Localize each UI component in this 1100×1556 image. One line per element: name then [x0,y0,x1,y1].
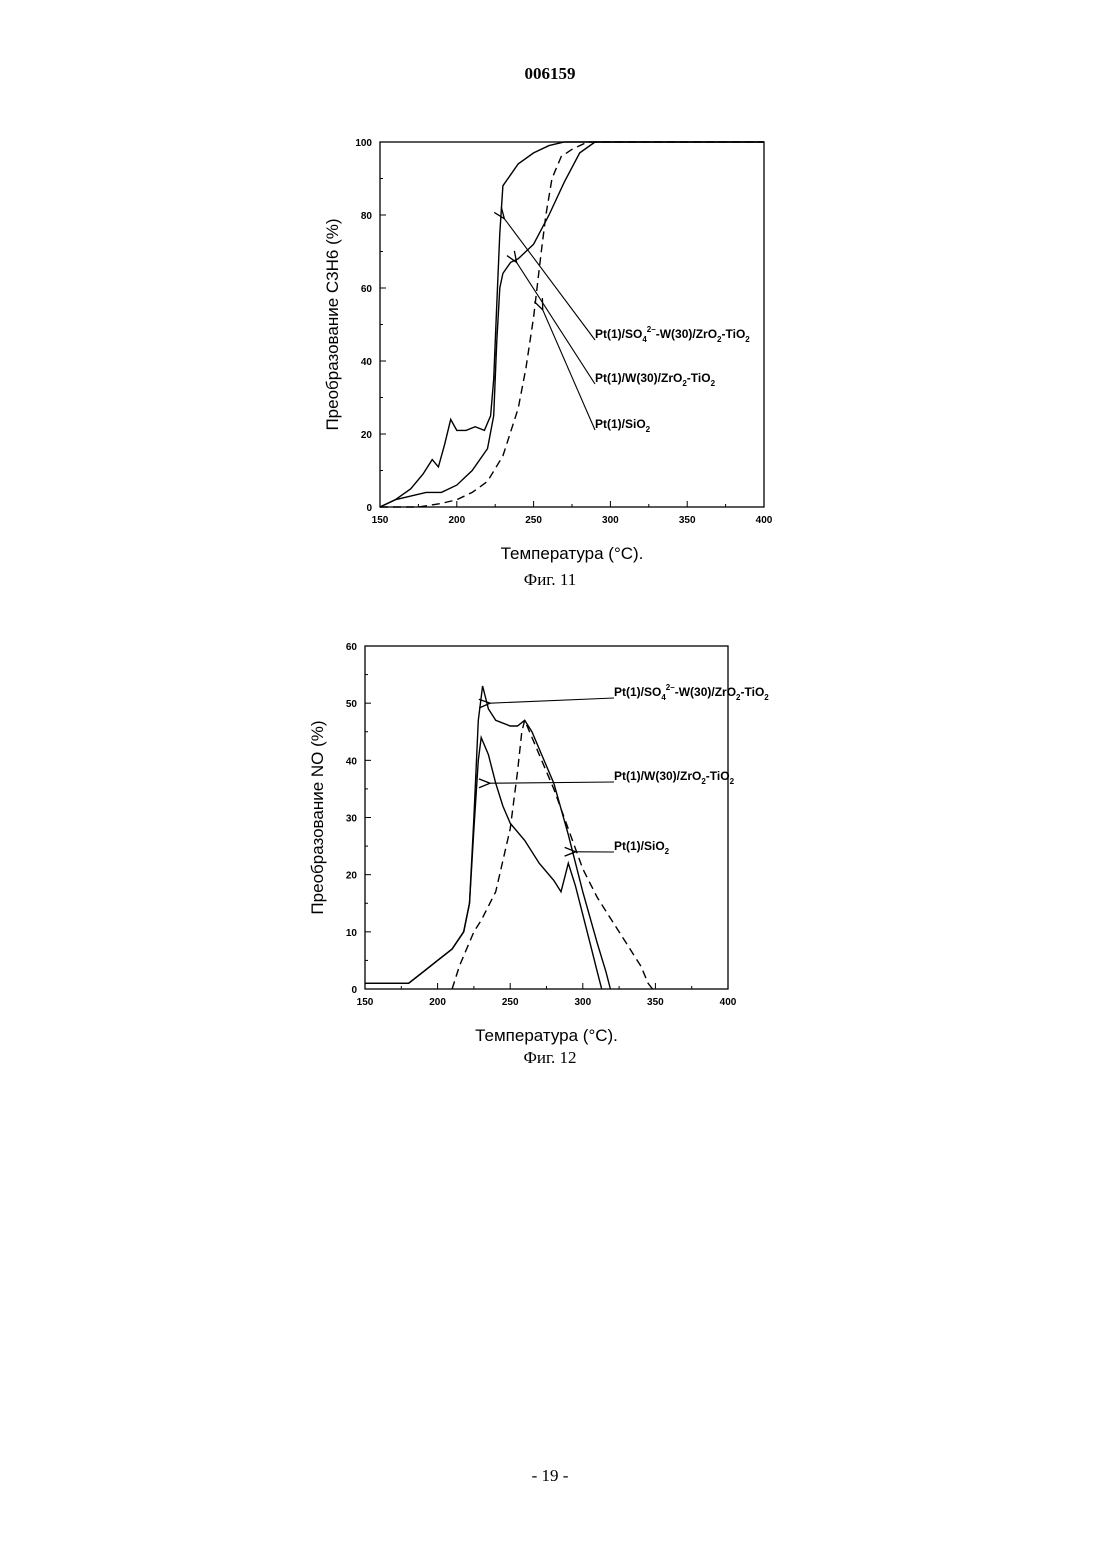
series-label-1: Pt(1)/SO42–-W(30)/ZrO2-TiO2 [595,325,750,344]
series-label-2: Pt(1)/W(30)/ZrO2-TiO2 [614,769,735,786]
x-tick-label: 200 [429,997,446,1008]
page-number: - 19 - [0,1466,1100,1486]
figure-11: 150 200 250 300 350 400 0 20 40 60 80 100 Температур… [0,120,1100,595]
y-tick-label: 100 [355,138,372,149]
x-tick-label: 400 [720,997,737,1008]
y-tick-label: 0 [351,985,357,996]
y-tick-label: 60 [346,642,358,653]
y-tick-label: 40 [346,756,358,767]
series-line-3 [452,720,652,989]
x-axis-title: Температура (°C). [475,1026,618,1045]
series-line-2 [380,142,764,507]
document-number: 006159 [0,64,1100,84]
y-tick-label: 20 [361,430,373,441]
series-line-2 [365,738,602,990]
x-tick-label: 250 [525,515,542,526]
figure-12-caption: Фиг. 12 [0,1048,1100,1068]
series-label-3: Pt(1)/SiO2 [614,839,670,856]
y-tick-label: 60 [361,284,373,295]
x-tick-label: 300 [602,515,619,526]
series-line-1 [365,686,610,989]
y-tick-label: 50 [346,699,358,710]
series-line-3 [380,142,764,507]
x-tick-label: 150 [372,515,389,526]
y-axis-title: Преобразование NO (%) [308,720,327,914]
y-tick-label: 20 [346,871,358,882]
annotation-arrow [543,310,595,430]
series-label-3: Pt(1)/SiO2 [595,417,651,434]
series-label-1: Pt(1)/SO42–-W(30)/ZrO2-TiO2 [614,683,769,702]
series-label-2: Pt(1)/W(30)/ZrO2-TiO2 [595,371,716,388]
figure-11-caption: Фиг. 11 [0,570,1100,590]
annotation-arrow [490,698,614,703]
plot-frame [380,142,764,507]
x-tick-label: 200 [448,515,465,526]
chart-no-conversion: 150 200 250 300 350 400 0 10 20 30 40 50 60 Температу… [0,630,1100,1050]
y-tick-label: 80 [361,211,373,222]
annotation-arrow [504,219,595,340]
y-tick-label: 30 [346,814,358,825]
annotation-arrow [490,782,614,783]
annotation-arrow [517,262,595,384]
series-line-1 [380,142,764,507]
x-tick-label: 350 [679,515,696,526]
figure-12: 150 200 250 300 350 400 0 10 20 30 40 50 60 Температу… [0,630,1100,1055]
y-axis-title: Преобразование C3H6 (%) [323,218,342,430]
y-tick-label: 40 [361,357,373,368]
x-tick-label: 400 [756,515,773,526]
y-tick-label: 10 [346,928,358,939]
x-tick-label: 300 [574,997,591,1008]
x-axis-title: Температура (°C). [501,544,644,563]
x-tick-label: 250 [502,997,519,1008]
y-tick-label: 0 [366,503,372,514]
plot-frame [365,646,728,989]
x-tick-label: 350 [647,997,664,1008]
chart-c3h6-conversion: 150 200 250 300 350 400 0 20 40 60 80 100 Температур… [0,120,1100,590]
x-tick-label: 150 [357,997,374,1008]
